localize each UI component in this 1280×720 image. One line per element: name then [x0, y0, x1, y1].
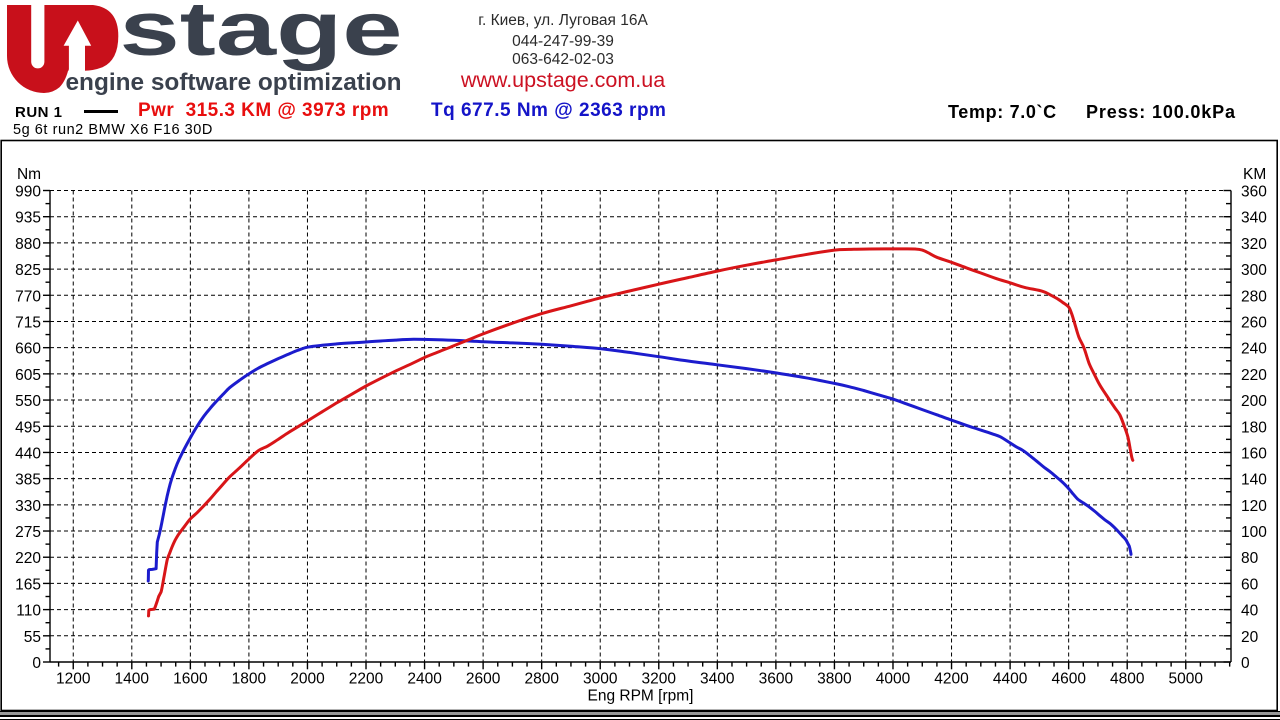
- svg-text:120: 120: [1241, 498, 1267, 515]
- svg-text:4000: 4000: [876, 671, 911, 688]
- svg-text:140: 140: [1241, 472, 1267, 489]
- svg-text:715: 715: [15, 315, 41, 332]
- svg-text:280: 280: [1241, 288, 1267, 305]
- svg-text:2200: 2200: [349, 671, 384, 688]
- svg-text:320: 320: [1241, 236, 1267, 253]
- svg-text:55: 55: [24, 629, 41, 646]
- svg-text:1800: 1800: [232, 671, 267, 688]
- svg-text:100: 100: [1241, 524, 1267, 541]
- svg-text:260: 260: [1241, 315, 1267, 332]
- svg-text:220: 220: [15, 550, 41, 567]
- svg-text:4400: 4400: [993, 671, 1028, 688]
- svg-text:220: 220: [1241, 367, 1267, 384]
- svg-text:Nm: Nm: [17, 166, 41, 183]
- svg-text:440: 440: [15, 445, 41, 462]
- svg-text:240: 240: [1241, 341, 1267, 358]
- svg-text:360: 360: [1241, 184, 1267, 201]
- svg-text:770: 770: [15, 288, 41, 305]
- svg-text:300: 300: [1241, 262, 1267, 279]
- svg-text:3400: 3400: [700, 671, 735, 688]
- svg-text:495: 495: [15, 419, 41, 436]
- svg-text:880: 880: [15, 236, 41, 253]
- svg-text:180: 180: [1241, 419, 1267, 436]
- svg-text:825: 825: [15, 262, 41, 279]
- svg-text:2800: 2800: [524, 671, 559, 688]
- svg-text:4200: 4200: [934, 671, 969, 688]
- svg-text:935: 935: [15, 210, 41, 227]
- svg-text:1600: 1600: [173, 671, 208, 688]
- svg-text:5000: 5000: [1169, 671, 1204, 688]
- svg-text:stage: stage: [120, 0, 403, 72]
- svg-text:2600: 2600: [466, 671, 501, 688]
- svg-text:330: 330: [15, 498, 41, 515]
- svg-text:1200: 1200: [56, 671, 91, 688]
- svg-text:KM: KM: [1243, 166, 1266, 183]
- svg-text:60: 60: [1241, 576, 1259, 593]
- svg-text:110: 110: [16, 603, 41, 620]
- svg-text:275: 275: [15, 524, 41, 541]
- svg-text:160: 160: [1241, 445, 1267, 462]
- svg-text:660: 660: [15, 341, 41, 358]
- svg-text:0: 0: [1241, 655, 1250, 672]
- svg-text:80: 80: [1241, 550, 1259, 567]
- svg-text:1400: 1400: [115, 671, 150, 688]
- svg-text:4800: 4800: [1110, 671, 1145, 688]
- svg-text:2000: 2000: [290, 671, 325, 688]
- svg-text:165: 165: [15, 576, 41, 593]
- svg-text:0: 0: [32, 655, 41, 672]
- svg-text:605: 605: [15, 367, 41, 384]
- svg-text:2400: 2400: [407, 671, 442, 688]
- svg-text:385: 385: [15, 472, 41, 489]
- svg-text:engine software optimization: engine software optimization: [66, 69, 402, 96]
- svg-text:340: 340: [1241, 210, 1267, 227]
- svg-text:3800: 3800: [817, 671, 852, 688]
- svg-text:20: 20: [1241, 629, 1259, 646]
- svg-text:3600: 3600: [759, 671, 794, 688]
- svg-text:40: 40: [1241, 603, 1259, 620]
- svg-text:990: 990: [15, 184, 41, 201]
- svg-text:3000: 3000: [583, 671, 618, 688]
- svg-text:4600: 4600: [1051, 671, 1086, 688]
- svg-text:550: 550: [15, 393, 41, 410]
- svg-text:3200: 3200: [642, 671, 677, 688]
- svg-text:Eng RPM [rpm]: Eng RPM [rpm]: [588, 688, 694, 705]
- svg-text:200: 200: [1241, 393, 1267, 410]
